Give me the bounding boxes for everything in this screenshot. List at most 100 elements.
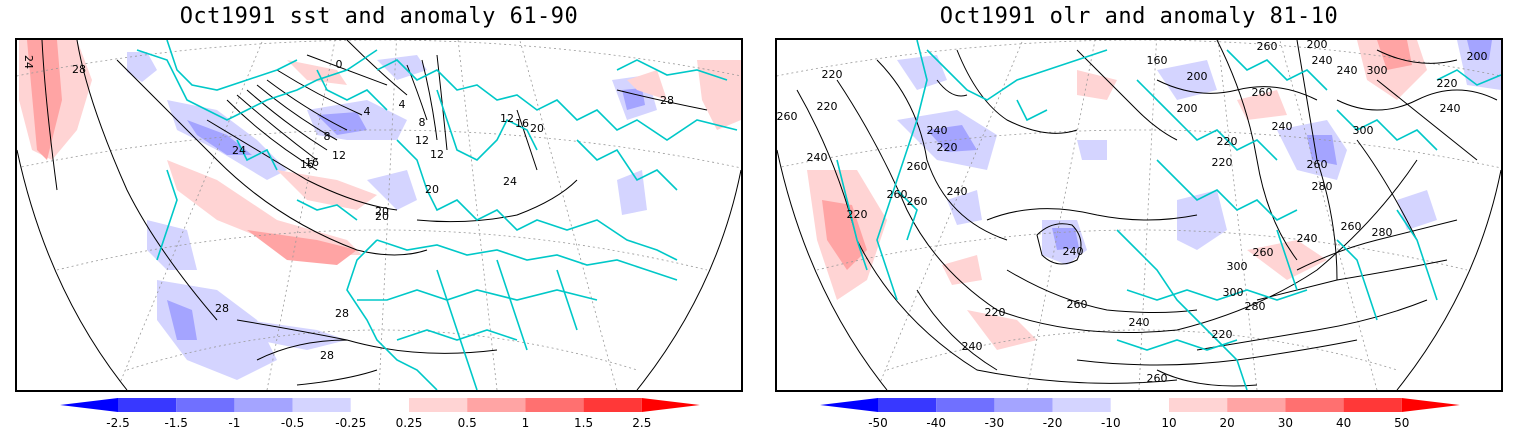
anomaly-patch — [287, 60, 347, 85]
contour-label: 200 — [1467, 50, 1488, 63]
colorbar-tick-label: -50 — [868, 416, 888, 430]
anomaly-patch — [697, 60, 741, 130]
sst-contour-labels: 24 28 0 4 8 12 16 20 12 16 20 24 28 28 2… — [22, 55, 674, 362]
anomaly-patch — [927, 125, 977, 152]
anomaly-patch — [317, 112, 367, 135]
sst-map-canvas: 24 28 0 4 8 12 16 20 12 16 20 24 28 28 2… — [17, 40, 741, 390]
colorbar-swatch — [1227, 398, 1286, 412]
anomaly-patch — [1157, 60, 1217, 100]
olr-contours — [796, 40, 1498, 387]
contour-label: 220 — [1217, 135, 1238, 148]
olr-colorbar — [820, 398, 1460, 412]
colorbar-arrow-max — [1401, 398, 1460, 412]
anomaly-patch — [822, 200, 867, 270]
colorbar-swatch — [1285, 398, 1344, 412]
contour-label: 200 — [1307, 40, 1328, 51]
contour-label: 220 — [1212, 156, 1233, 169]
olr-coastlines — [836, 40, 1501, 390]
colorbar-swatch — [234, 398, 293, 412]
contour-label: 280 — [1372, 226, 1393, 239]
contour-label: 260 — [907, 195, 928, 208]
contour-label: 24 — [22, 55, 35, 69]
contour-label: 160 — [1147, 54, 1168, 67]
anomaly-patch — [247, 320, 347, 350]
colorbar-tick-label: -30 — [984, 416, 1005, 430]
colorbar-swatch — [936, 398, 995, 412]
colorbar-tick-label: 20 — [1219, 416, 1235, 430]
contour-label: 260 — [887, 188, 908, 201]
anomaly-patch — [277, 170, 377, 210]
contour-label: 20 — [425, 183, 439, 196]
contour-label: 260 — [1257, 40, 1278, 53]
sst-map-panel: 24 28 0 4 8 12 16 20 12 16 20 24 28 28 2… — [15, 38, 743, 392]
contour-label: 220 — [1437, 77, 1458, 90]
anomaly-patch — [967, 310, 1037, 350]
sst-hemisphere-edge-right — [636, 169, 741, 390]
contour-label: 260 — [1341, 220, 1362, 233]
colorbar-swatch — [878, 398, 937, 412]
contour-label: 240 — [1297, 232, 1318, 245]
contour-label: 300 — [1367, 64, 1388, 77]
anomaly-patch — [1377, 40, 1412, 70]
contour-label: 12 — [332, 149, 346, 162]
anomaly-patch — [947, 190, 982, 225]
contour-label: 20 — [375, 205, 389, 218]
colorbar-tick-label: 40 — [1335, 416, 1352, 430]
colorbar-arrow-min — [820, 398, 878, 412]
contour-label: 24 — [503, 175, 517, 188]
contour-label: 4 — [364, 105, 371, 118]
anomaly-patch — [1177, 190, 1227, 250]
contour-label: 12 — [500, 112, 514, 125]
contour-label: 240 — [962, 340, 983, 353]
anomaly-patch — [27, 40, 62, 160]
contour-label: 28 — [335, 307, 349, 320]
anomaly-patch — [1237, 90, 1287, 120]
olr-contour-labels: 260 220 240 220 260 160 200 200 200 240 … — [777, 40, 1488, 385]
contour-label: 28 — [320, 349, 334, 362]
contour-label: 280 — [1312, 180, 1333, 193]
contour-label: 16 — [305, 156, 319, 169]
contour-label: 260 — [1147, 372, 1168, 385]
colorbar-tick-label: -40 — [926, 416, 946, 430]
anomaly-patch — [367, 170, 417, 210]
contour-label: 240 — [1440, 102, 1461, 115]
sst-anomaly-shading — [19, 40, 741, 380]
contour-label: 16 — [515, 117, 529, 130]
anomaly-patch — [942, 255, 982, 285]
olr-hemisphere-edge-right — [1396, 169, 1501, 390]
colorbar-tick-label: 0.5 — [457, 416, 477, 430]
anomaly-patch — [167, 300, 197, 340]
contour-label: 300 — [1223, 286, 1244, 299]
colorbar-tick-label: -1 — [228, 416, 241, 430]
contour-label: 260 — [1067, 298, 1088, 311]
contour-label: 220 — [822, 68, 843, 81]
anomaly-patch — [617, 170, 647, 215]
contour-label: 240 — [1129, 316, 1150, 329]
contour-label: 300 — [1353, 124, 1374, 137]
colorbar-swatch — [583, 398, 642, 412]
contour-label: 20 — [530, 122, 544, 135]
colorbar-tick-label: 0.25 — [395, 416, 423, 430]
contour-label: 260 — [1253, 246, 1274, 259]
colorbar-swatch — [409, 398, 468, 412]
sst-graticule — [17, 40, 741, 390]
colorbar-swatch — [1169, 398, 1228, 412]
olr-map-panel: 260 220 240 220 260 160 200 200 200 240 … — [775, 38, 1503, 392]
contour-label: 28 — [72, 63, 86, 76]
contour-label: 240 — [927, 124, 948, 137]
contour-label: 240 — [947, 185, 968, 198]
contour-label: 8 — [324, 130, 331, 143]
contour-label: 240 — [1063, 245, 1084, 258]
contour-label: 260 — [907, 160, 928, 173]
anomaly-patch — [157, 280, 277, 380]
contour-label: 220 — [985, 306, 1006, 319]
colorbar-swatch — [1343, 398, 1402, 412]
anomaly-patch — [1397, 190, 1437, 230]
sst-colorbar — [60, 398, 700, 412]
contour-label: 220 — [817, 100, 838, 113]
colorbar-tick-label: -10 — [1100, 416, 1121, 430]
contour-label: 24 — [232, 144, 246, 157]
anomaly-patch — [622, 88, 645, 110]
anomaly-patch — [1077, 140, 1107, 160]
anomaly-patch — [1052, 228, 1079, 250]
